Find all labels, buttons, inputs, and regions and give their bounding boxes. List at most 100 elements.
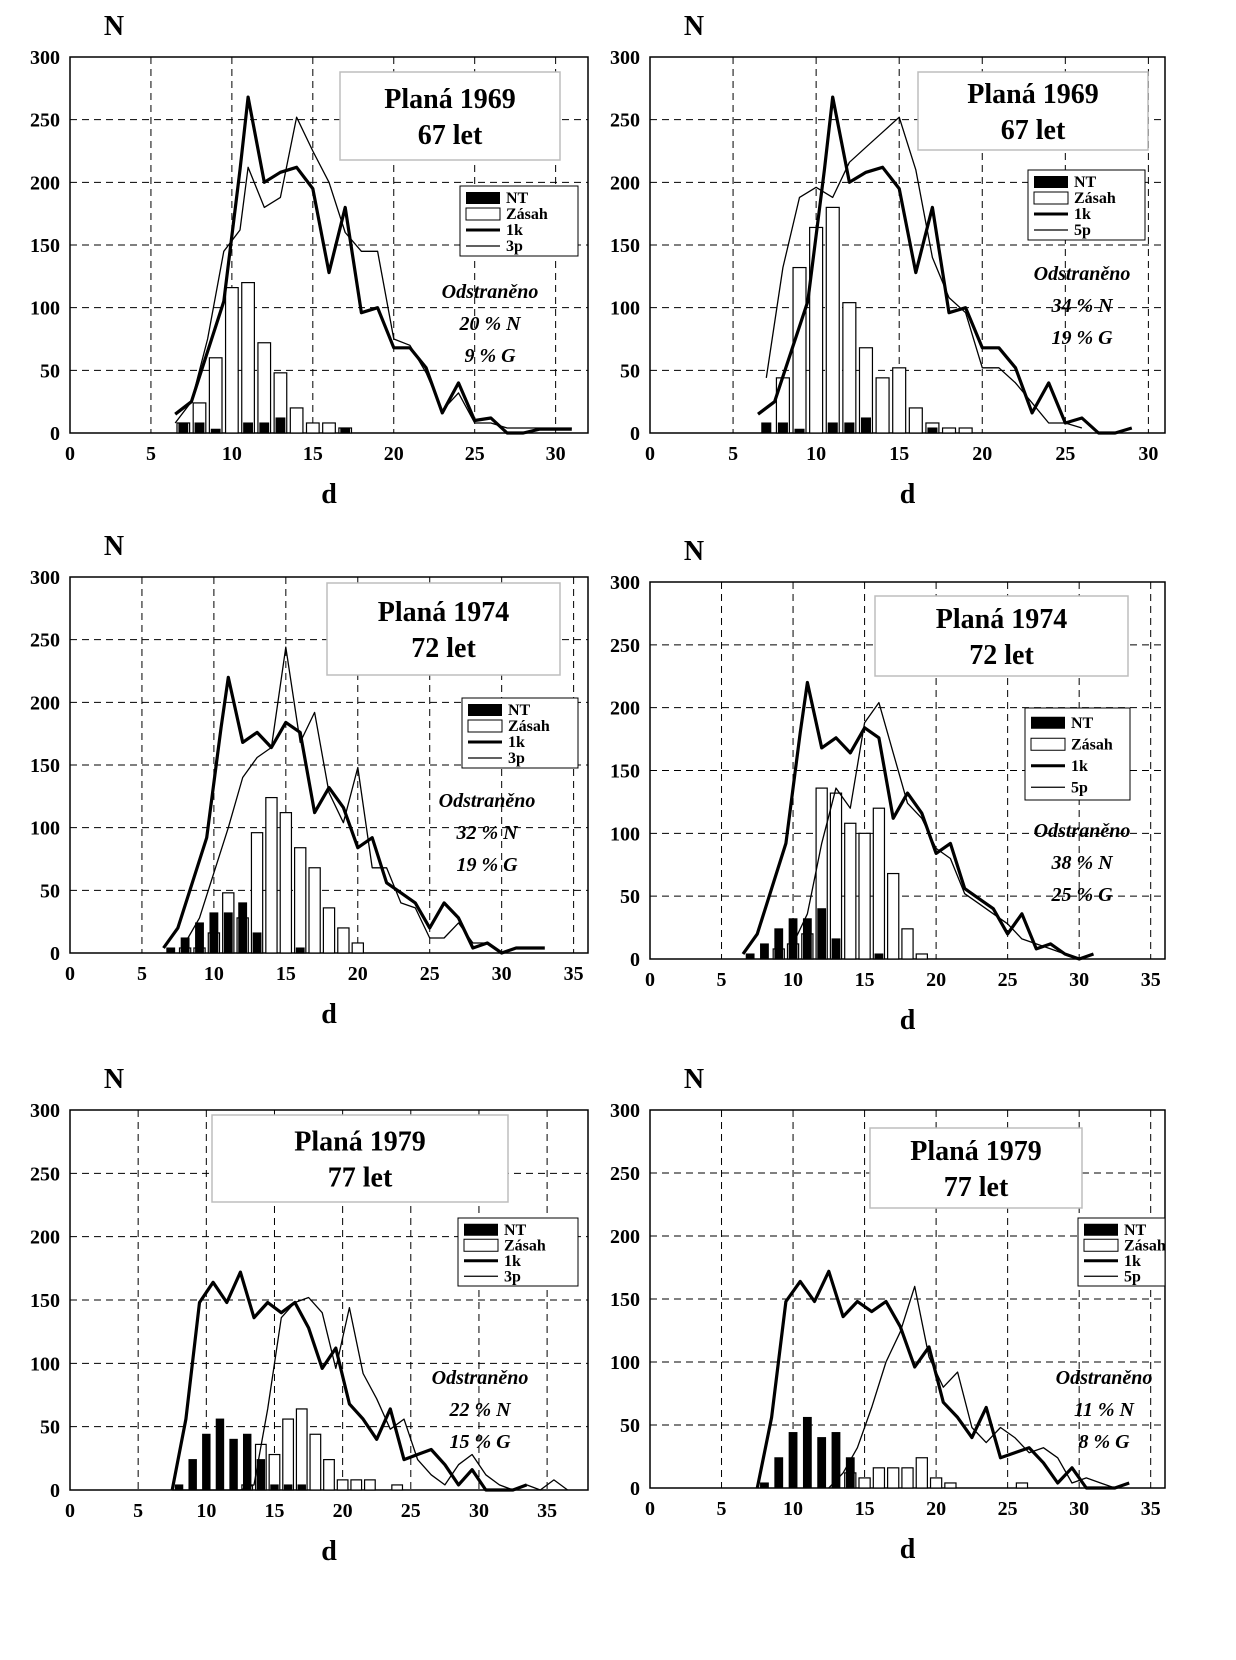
nt-bar <box>340 427 351 434</box>
nt-bar <box>802 918 812 960</box>
chart-subtitle: 67 let <box>1001 115 1066 146</box>
y-axis-title: N <box>684 1064 704 1095</box>
nt-bar <box>817 1437 827 1489</box>
legend-label: NT <box>504 1222 527 1239</box>
harvest-bar <box>901 928 914 960</box>
x-tick-label: 35 <box>1141 1498 1161 1520</box>
nt-bar <box>223 912 233 954</box>
harvest-bar <box>958 427 973 434</box>
x-tick-label: 30 <box>1138 443 1158 465</box>
y-tick-label: 0 <box>50 943 60 965</box>
harvest-bar <box>842 302 857 434</box>
removed-n: 34 % N <box>1050 295 1114 317</box>
y-axis-title: N <box>684 536 704 567</box>
removed-heading: Odstraněno <box>439 790 536 812</box>
series-line-1k <box>757 95 1133 435</box>
y-axis-title: N <box>104 11 124 42</box>
x-tick-label: 5 <box>133 1500 143 1522</box>
y-tick-label: 200 <box>30 692 60 714</box>
x-tick-label: 10 <box>783 1498 803 1520</box>
legend-label: 1k <box>1074 206 1091 223</box>
chart-subtitle: 77 let <box>328 1163 393 1194</box>
x-tick-label: 10 <box>196 1500 216 1522</box>
x-tick-label: 10 <box>204 963 224 985</box>
harvest-bar <box>792 266 807 434</box>
harvest-bar <box>875 377 890 434</box>
nt-bar <box>243 422 253 434</box>
chart-subtitle: 77 let <box>944 1172 1009 1203</box>
nt-bar <box>827 422 838 434</box>
x-tick-label: 0 <box>645 1498 655 1520</box>
x-tick-label: 0 <box>645 443 655 465</box>
harvest-bar <box>944 1482 957 1489</box>
x-tick-label: 35 <box>564 963 584 985</box>
x-axis-title: d <box>900 479 916 510</box>
chart-title: Planá 1974 <box>936 604 1067 635</box>
harvest-bar <box>308 867 321 954</box>
nt-bar <box>283 1484 293 1491</box>
harvest-bar <box>887 872 900 960</box>
harvest-bar <box>825 206 840 434</box>
series-line-1k <box>162 675 545 955</box>
series-line-1k <box>755 1269 1130 1490</box>
legend-swatch-harvest <box>1030 737 1066 751</box>
x-tick-label: 20 <box>926 1498 946 1520</box>
x-tick-label: 0 <box>645 969 655 991</box>
y-tick-label: 150 <box>30 755 60 777</box>
harvest-bar <box>265 796 278 954</box>
legend-swatch-harvest <box>463 1238 499 1252</box>
x-tick-label: 15 <box>303 443 323 465</box>
chart-title: Planá 1979 <box>294 1127 425 1158</box>
harvest-bar <box>241 282 255 434</box>
harvest-bar <box>915 1457 928 1489</box>
legend-label: 5p <box>1124 1268 1141 1285</box>
harvest-bar <box>941 427 957 434</box>
removed-g: 15 % G <box>449 1431 511 1453</box>
removed-heading: Odstraněno <box>432 1367 529 1389</box>
removed-heading: Odstraněno <box>1034 263 1131 285</box>
harvest-bar <box>1015 1482 1029 1489</box>
y-axis-title: N <box>104 531 124 562</box>
title-box <box>874 595 1129 677</box>
series-line-thin <box>174 116 572 429</box>
x-tick-label: 15 <box>889 443 909 465</box>
x-tick-label: 25 <box>420 963 440 985</box>
harvest-bar <box>858 1477 871 1489</box>
y-tick-label: 100 <box>610 823 640 845</box>
nt-bar <box>242 1433 252 1491</box>
x-tick-label: 15 <box>276 963 296 985</box>
x-tick-label: 15 <box>264 1500 284 1522</box>
plot-frame <box>649 56 1166 434</box>
y-tick-label: 50 <box>40 360 60 382</box>
x-tick-label: 20 <box>384 443 404 465</box>
legend-label: NT <box>506 190 529 207</box>
legend-label: 1k <box>508 734 525 751</box>
nt-bar <box>794 428 805 434</box>
harvest-bar <box>829 792 843 960</box>
legend-label: Zásah <box>1074 190 1116 207</box>
removed-g: 25 % G <box>1050 884 1113 906</box>
nt-bar <box>238 902 248 954</box>
harvest-bar <box>208 357 223 434</box>
y-tick-label: 250 <box>30 1163 60 1185</box>
removed-heading: Odstraněno <box>442 281 539 303</box>
nt-bar <box>209 912 219 954</box>
title-box <box>326 582 561 676</box>
harvest-bar <box>363 1479 376 1491</box>
series-line-thin <box>828 1285 1116 1489</box>
nt-bar <box>831 938 841 960</box>
x-tick-label: 0 <box>65 963 75 985</box>
harvest-bar <box>337 927 350 954</box>
x-axis-title: d <box>900 1534 916 1565</box>
legend-label: 3p <box>508 750 525 767</box>
y-tick-label: 100 <box>30 1353 60 1375</box>
nt-bar <box>259 422 270 434</box>
removed-n: 32 % N <box>455 822 519 844</box>
y-tick-label: 0 <box>630 423 640 445</box>
y-tick-label: 200 <box>30 172 60 194</box>
legend-label: Zásah <box>1124 1237 1166 1254</box>
harvest-bar <box>350 1479 363 1491</box>
y-tick-label: 250 <box>30 630 60 652</box>
x-tick-label: 5 <box>146 443 156 465</box>
